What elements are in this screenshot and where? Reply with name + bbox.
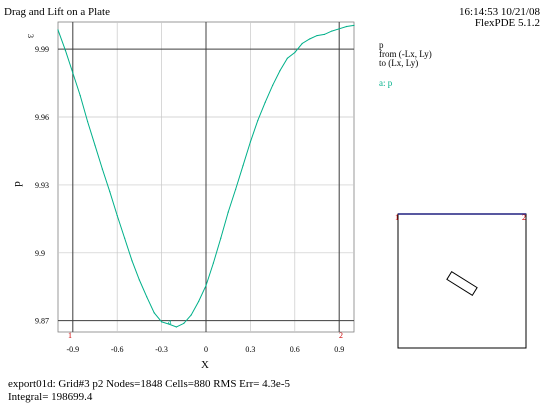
y-tick-labels: 9.87 9.9 9.93 9.96 9.99 xyxy=(35,45,49,326)
status-line: export01d: Grid#3 p2 Nodes=1848 Cells=88… xyxy=(8,378,290,390)
data-point xyxy=(323,33,325,36)
legend-series-entry: a: p xyxy=(379,78,393,88)
data-point xyxy=(175,326,177,328)
series-p xyxy=(57,24,355,328)
legend: p from (-Lx, Ly) to (Lx, Ly) a: p xyxy=(379,40,432,88)
data-point xyxy=(316,34,318,37)
x-tick-label: -0.3 xyxy=(155,345,168,354)
data-point xyxy=(64,49,66,51)
y-tick-label: 9.93 xyxy=(35,181,49,190)
data-point xyxy=(205,285,207,287)
data-point xyxy=(87,120,89,123)
app-version: FlexPDE 5.1.2 xyxy=(475,17,540,29)
x-tick-label: -0.6 xyxy=(111,345,124,354)
data-point xyxy=(153,312,155,314)
data-point xyxy=(101,168,103,170)
exponent-label: 3 xyxy=(26,34,35,38)
data-point xyxy=(168,323,170,325)
x-tick-label: 0.3 xyxy=(245,345,255,354)
x-tick-label: 0.6 xyxy=(290,345,300,354)
end-marker: 2 xyxy=(339,331,343,340)
data-point xyxy=(279,70,281,72)
plot-title: Drag and Lift on a Plate xyxy=(4,6,110,18)
data-point xyxy=(183,322,185,325)
data-point xyxy=(286,57,288,59)
x-tick-labels: -0.9 -0.6 -0.3 0 0.3 0.6 0.9 xyxy=(66,345,344,354)
y-tick-label: 9.96 xyxy=(35,113,49,122)
data-point xyxy=(146,296,148,298)
y-tick-label: 9.99 xyxy=(35,45,49,54)
y-tick-label: 9.87 xyxy=(35,317,49,326)
plot-area: 9.87 9.9 9.93 9.96 9.99 -0.9 -0.6 -0.3 0 0.3 0.6 0… xyxy=(11,21,355,371)
data-point xyxy=(124,237,126,239)
data-point xyxy=(264,101,266,103)
start-marker: 1 xyxy=(68,331,72,340)
data-point xyxy=(346,25,348,28)
data-point xyxy=(353,24,355,26)
domain-outline xyxy=(397,213,527,349)
series-point-marker: a xyxy=(168,317,172,326)
data-point xyxy=(109,191,111,193)
data-point xyxy=(301,42,303,45)
data-point xyxy=(338,28,340,30)
data-point xyxy=(242,165,244,167)
y-tick-label: 9.9 xyxy=(35,249,45,258)
y-axis-label: p xyxy=(11,181,23,187)
data-point xyxy=(138,279,140,281)
data-point xyxy=(190,314,192,316)
data-point xyxy=(161,321,163,323)
data-point xyxy=(72,72,74,74)
legend-from: from (-Lx, Ly) xyxy=(379,49,432,59)
data-point xyxy=(116,214,118,217)
data-point xyxy=(249,141,251,143)
domain-start-marker: 1 xyxy=(395,213,399,222)
domain-inset: 1 2 xyxy=(395,213,527,349)
x-tick-label: 0.9 xyxy=(334,345,344,354)
plate-obstacle xyxy=(446,271,478,296)
data-point xyxy=(235,188,237,191)
data-point xyxy=(227,211,229,213)
data-point xyxy=(272,84,274,86)
data-point xyxy=(79,94,81,97)
x-tick-label: -0.9 xyxy=(66,345,79,354)
x-tick-label: 0 xyxy=(204,345,208,354)
data-point xyxy=(212,262,214,264)
legend-variable: p xyxy=(379,40,384,50)
data-point xyxy=(131,260,133,262)
data-point xyxy=(220,237,222,239)
integral-line: Integral= 198699.4 xyxy=(8,391,93,403)
timestamp: 16:14:53 10/21/08 xyxy=(459,6,540,18)
data-point xyxy=(309,38,311,40)
data-point xyxy=(331,30,333,32)
data-point xyxy=(294,51,296,54)
domain-end-marker: 2 xyxy=(522,213,526,222)
data-point xyxy=(198,300,200,303)
data-point xyxy=(257,119,259,122)
x-axis-label: X xyxy=(201,359,209,371)
legend-to: to (Lx, Ly) xyxy=(379,58,418,68)
data-point xyxy=(94,144,96,146)
grid-major xyxy=(58,22,354,332)
data-point xyxy=(57,29,59,31)
